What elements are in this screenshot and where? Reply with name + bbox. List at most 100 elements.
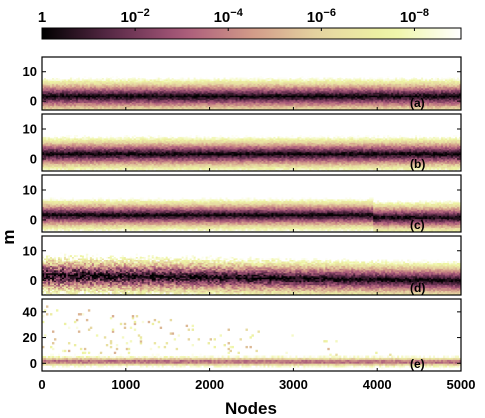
heatmap-cell — [103, 95, 107, 98]
heatmap-cell — [49, 95, 53, 98]
heatmap-cell — [139, 107, 143, 109]
heatmap-cell — [44, 104, 47, 106]
heatmap-cell — [171, 90, 175, 93]
heatmap-cell — [195, 83, 199, 86]
heatmap-cell — [207, 80, 210, 83]
heatmap-cell — [77, 82, 81, 84]
heatmap-cell — [83, 93, 87, 96]
heatmap-cell — [175, 86, 179, 89]
heatmap-cell — [83, 105, 87, 108]
heatmap-cell — [163, 77, 167, 80]
heatmap-cell — [79, 82, 83, 84]
heatmap-cell — [179, 101, 183, 104]
heatmap-cell — [147, 102, 151, 105]
heatmap-cell — [169, 98, 173, 101]
heatmap-cell — [65, 95, 69, 98]
heatmap-cell — [161, 86, 165, 89]
heatmap-cell — [183, 87, 187, 90]
heatmap-cell — [57, 84, 61, 87]
heatmap-cell — [127, 84, 131, 87]
heatmap-cell — [121, 101, 125, 104]
heatmap-cell — [71, 79, 75, 81]
heatmap-cell — [109, 99, 113, 102]
heatmap-cell — [145, 92, 149, 95]
heatmap-cell — [147, 92, 151, 95]
heatmap-cell — [81, 104, 85, 106]
heatmap-cell — [87, 90, 91, 93]
heatmap-cell — [69, 104, 73, 106]
heatmap-cell — [89, 102, 93, 105]
heatmap-cell — [163, 93, 167, 96]
heatmap-cell — [45, 77, 49, 80]
heatmap-cell — [201, 89, 205, 92]
heatmap-cell — [107, 84, 111, 87]
heatmap-cell — [159, 77, 163, 80]
heatmap-cell — [85, 77, 89, 80]
heatmap-cell — [119, 82, 123, 84]
heatmap-cell — [207, 89, 210, 92]
heatmap-cell — [141, 87, 145, 90]
heatmap-cell — [79, 107, 83, 109]
heatmap-cell — [45, 87, 49, 90]
heatmap-cell — [115, 98, 119, 101]
heatmap-cell — [117, 87, 121, 90]
heatmap-cell — [97, 98, 101, 101]
heatmap-cell — [53, 79, 57, 81]
heatmap-cell — [195, 89, 199, 92]
heatmap-cell — [203, 79, 207, 81]
heatmap-cell — [65, 104, 69, 106]
heatmap-cell — [179, 98, 183, 101]
heatmap-cell — [93, 86, 97, 89]
heatmap-cell — [75, 90, 79, 93]
heatmap-cell — [125, 84, 129, 87]
heatmap-cell — [125, 90, 129, 93]
heatmap-cell — [51, 80, 55, 83]
heatmap-cell — [113, 96, 117, 99]
heatmap-cell — [171, 92, 175, 95]
heatmap-cell — [209, 86, 212, 89]
heatmap-cell — [57, 82, 61, 84]
heatmap-cell — [63, 101, 67, 104]
heatmap-cell — [95, 104, 99, 106]
heatmap-cell — [119, 79, 123, 81]
heatmap-cell — [103, 102, 107, 105]
heatmap-cell — [91, 89, 95, 92]
heatmap-cell — [211, 104, 214, 106]
heatmap-cell — [189, 105, 193, 108]
heatmap-cell — [173, 90, 177, 93]
heatmap-cell — [93, 92, 97, 95]
heatmap-cell — [199, 95, 203, 98]
heatmap-cell — [47, 93, 51, 96]
heatmap-cell — [111, 89, 115, 92]
heatmap-cell — [57, 80, 61, 83]
heatmap-cell — [44, 105, 47, 108]
heatmap-cell — [59, 99, 63, 102]
heatmap-cell — [42, 101, 45, 104]
heatmap-cell — [201, 104, 205, 106]
heatmap-cell — [149, 80, 153, 83]
heatmap-cell — [155, 98, 159, 101]
heatmap-cell — [177, 95, 181, 98]
heatmap-cell — [93, 79, 97, 81]
heatmap-cell — [191, 86, 195, 89]
heatmap-cell — [155, 96, 159, 99]
heatmap-cell — [145, 83, 149, 86]
heatmap-cell — [187, 95, 191, 98]
heatmap-cell — [95, 90, 99, 93]
heatmap-cell — [89, 90, 93, 93]
heatmap-cell — [179, 104, 183, 106]
heatmap-cell — [197, 101, 201, 104]
heatmap-cell — [189, 90, 193, 93]
heatmap-cell — [187, 96, 191, 99]
heatmap-cell — [167, 86, 171, 89]
heatmap-cell — [189, 84, 193, 87]
heatmap-cell — [141, 80, 145, 83]
heatmap-cell — [129, 93, 133, 96]
heatmap-cell — [119, 107, 123, 109]
heatmap-cell — [167, 102, 171, 105]
heatmap-cell — [147, 86, 151, 89]
heatmap-cell — [113, 99, 117, 102]
heatmap-cell — [67, 96, 71, 99]
heatmap-cell — [85, 86, 89, 89]
heatmap-cell — [59, 90, 63, 93]
